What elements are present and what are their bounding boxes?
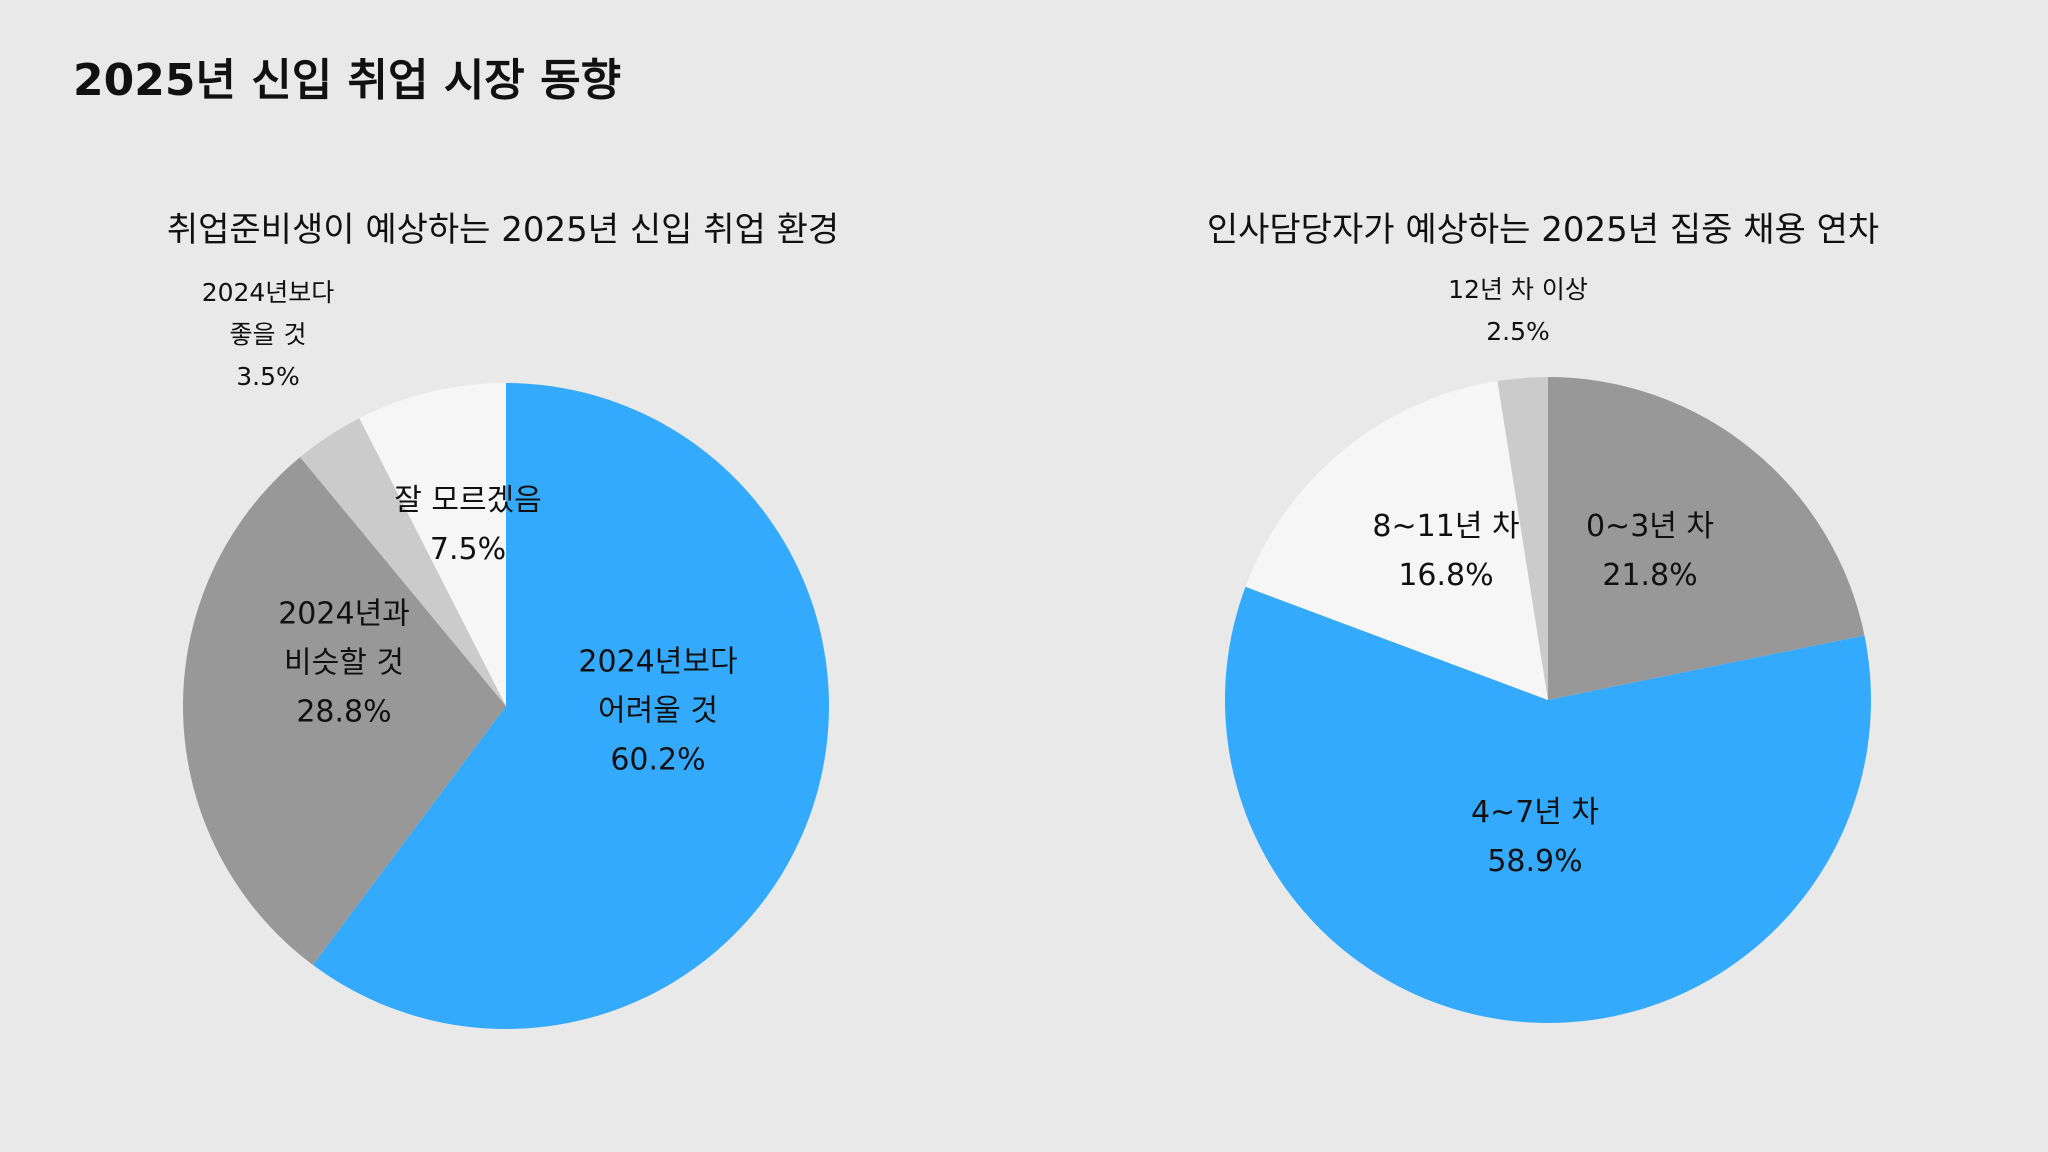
- page-title: 2025년 신입 취업 시장 동향: [73, 55, 622, 106]
- slice-category-label: 12년 차 이상: [1448, 275, 1588, 304]
- chart-title-hr-managers: 인사담당자가 예상하는 2025년 집중 채용 연차: [1206, 210, 1880, 250]
- slice-label-hr-managers-2: 8~11년 차 16.8%: [1372, 509, 1519, 593]
- slice-value-label: 60.2%: [610, 743, 705, 778]
- slice-value-label: 16.8%: [1398, 558, 1493, 593]
- slice-category-label: 잘 모르겠음: [394, 483, 542, 518]
- slice-value-label: 2.5%: [1486, 317, 1550, 346]
- slice-category-label: 8~11년 차: [1372, 509, 1519, 544]
- pie-slice-hr-managers-3: [1497, 377, 1548, 700]
- slice-label-hr-managers-0: 0~3년 차 21.8%: [1586, 509, 1714, 593]
- pie-slice-job-seekers-3: [359, 383, 506, 706]
- slice-category-label: 어려울 것: [598, 694, 718, 729]
- slice-category-label: 좋을 것: [230, 320, 307, 349]
- slice-value-label: 7.5%: [430, 532, 506, 567]
- slice-label-hr-managers-3: 12년 차 이상 2.5%: [1448, 275, 1588, 346]
- slice-label-hr-managers-1: 4~7년 차 58.9%: [1471, 795, 1599, 879]
- pie-slice-hr-managers-2: [1245, 380, 1548, 700]
- pie-slice-job-seekers-1: [182, 457, 507, 965]
- slice-value-label: 3.5%: [236, 362, 300, 391]
- pie-slice-job-seekers-2: [300, 418, 506, 706]
- slice-category-label: 0~3년 차: [1586, 509, 1714, 544]
- slice-category-label: 비슷할 것: [284, 646, 404, 681]
- slice-category-label: 4~7년 차: [1471, 795, 1599, 830]
- slice-value-label: 58.9%: [1487, 844, 1582, 879]
- slice-value-label: 28.8%: [296, 695, 391, 730]
- chart-title-job-seekers: 취업준비생이 예상하는 2025년 신입 취업 환경: [166, 210, 840, 250]
- pie-slice-hr-managers-0: [1548, 377, 1865, 700]
- pie-slice-job-seekers-0: [312, 383, 829, 1029]
- slice-category-label: 2024년과: [278, 597, 410, 632]
- pie-chart-hr-managers: 0~3년 차 21.8% 4~7년 차 58.9% 8~11년 차 16.8% 12년 차 …: [1224, 275, 1871, 1023]
- slice-category-label: 2024년보다: [202, 278, 335, 307]
- slice-label-job-seekers-3: 잘 모르겠음 7.5%: [394, 483, 542, 567]
- slice-category-label: 2024년보다: [578, 645, 737, 680]
- slice-value-label: 21.8%: [1602, 558, 1697, 593]
- pie-slice-hr-managers-1: [1224, 586, 1871, 1023]
